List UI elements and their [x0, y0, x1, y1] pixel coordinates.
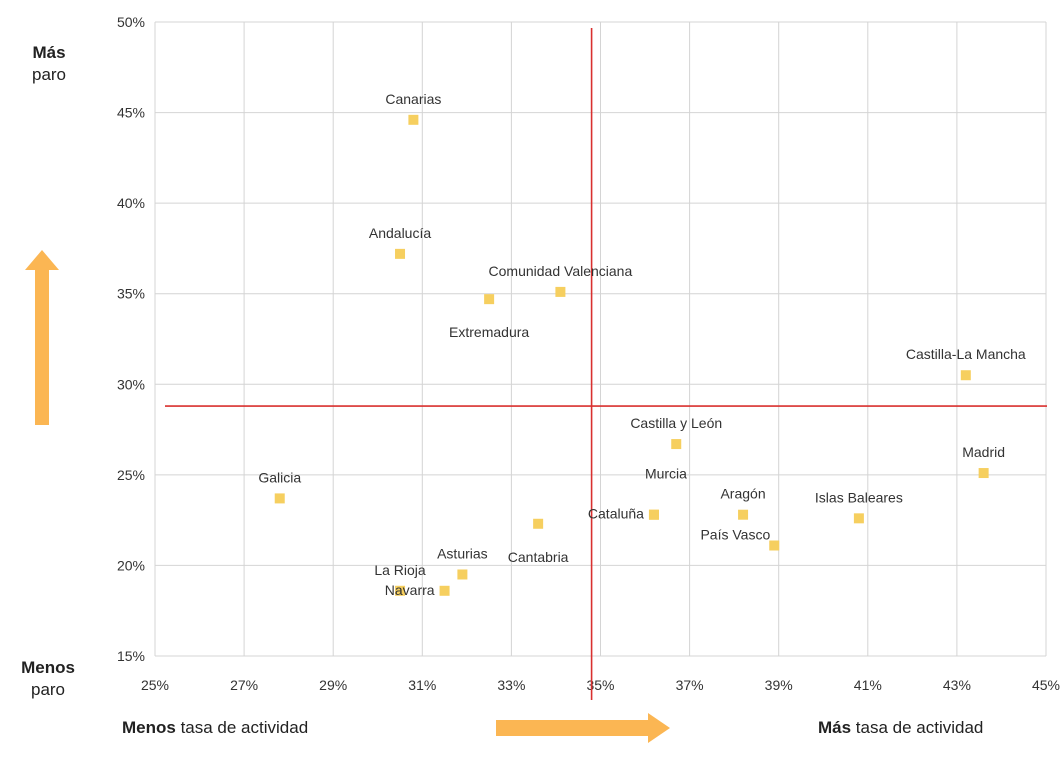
data-point [769, 541, 779, 551]
x-tick-label: 37% [676, 677, 704, 693]
y-tick-label: 25% [117, 467, 145, 483]
y-tick-label: 40% [117, 195, 145, 211]
y-tick-label: 50% [117, 14, 145, 30]
activity-right-arrow-icon [494, 712, 674, 744]
data-point-label: Murcia [645, 466, 687, 482]
data-point-label: Castilla y León [630, 415, 722, 431]
data-point-label: Madrid [962, 444, 1005, 460]
chart-grid [155, 22, 1046, 656]
data-point-label: La Rioja [374, 562, 426, 578]
less-activity-label: Menos tasa de actividad [122, 718, 308, 738]
data-point-label: Cataluña [588, 506, 644, 522]
x-tick-label: 41% [854, 677, 882, 693]
x-tick-label: 27% [230, 677, 258, 693]
x-tick-label: 29% [319, 677, 347, 693]
data-point-label: Castilla-La Mancha [906, 346, 1026, 362]
y-tick-label: 35% [117, 286, 145, 302]
data-point-label: Comunidad Valenciana [489, 263, 633, 279]
data-point [555, 287, 565, 297]
x-tick-label: 33% [497, 677, 525, 693]
more-activity-bold: Más [818, 718, 851, 737]
data-point [533, 519, 543, 529]
x-tick-label: 25% [141, 677, 169, 693]
data-point-label: Galicia [258, 469, 301, 485]
data-point [457, 569, 467, 579]
x-tick-label: 35% [586, 677, 614, 693]
data-point [854, 513, 864, 523]
data-point [484, 294, 494, 304]
data-point [395, 249, 405, 259]
y-tick-label: 45% [117, 105, 145, 121]
x-tick-label: 31% [408, 677, 436, 693]
data-point-label: Cantabria [508, 549, 569, 565]
data-point-label: Islas Baleares [815, 489, 903, 505]
data-point-label: Aragón [720, 486, 765, 502]
x-tick-label: 39% [765, 677, 793, 693]
data-point [440, 586, 450, 596]
data-point-label: País Vasco [700, 527, 770, 543]
data-point [408, 115, 418, 125]
y-tick-label: 15% [117, 648, 145, 664]
x-tick-label: 45% [1032, 677, 1060, 693]
data-point [275, 493, 285, 503]
x-tick-label: 43% [943, 677, 971, 693]
more-activity-label: Más tasa de actividad [818, 718, 983, 738]
chart-points: Canarias Andalucía Comunidad Valenciana Ext… [258, 91, 1026, 598]
y-tick-label: 20% [117, 557, 145, 573]
chart-reference-lines [165, 28, 1047, 700]
data-point-label: Asturias [437, 545, 488, 561]
data-point [649, 510, 659, 520]
data-point [979, 468, 989, 478]
data-point-label: Extremadura [449, 324, 529, 340]
more-activity-rest: tasa de actividad [851, 718, 983, 737]
y-tick-label: 30% [117, 376, 145, 392]
data-point-label: Canarias [385, 91, 441, 107]
data-point [961, 370, 971, 380]
scatter-chart: 25% 27% 29% 31% 33% 35% 37% 39% 41% 43% 45% 15% 20% 2… [0, 0, 1061, 700]
less-activity-rest: tasa de actividad [176, 718, 308, 737]
data-point [738, 510, 748, 520]
data-point-label: Andalucía [369, 225, 431, 241]
data-point-label: Navarra [385, 582, 435, 598]
less-activity-bold: Menos [122, 718, 176, 737]
data-point [671, 439, 681, 449]
